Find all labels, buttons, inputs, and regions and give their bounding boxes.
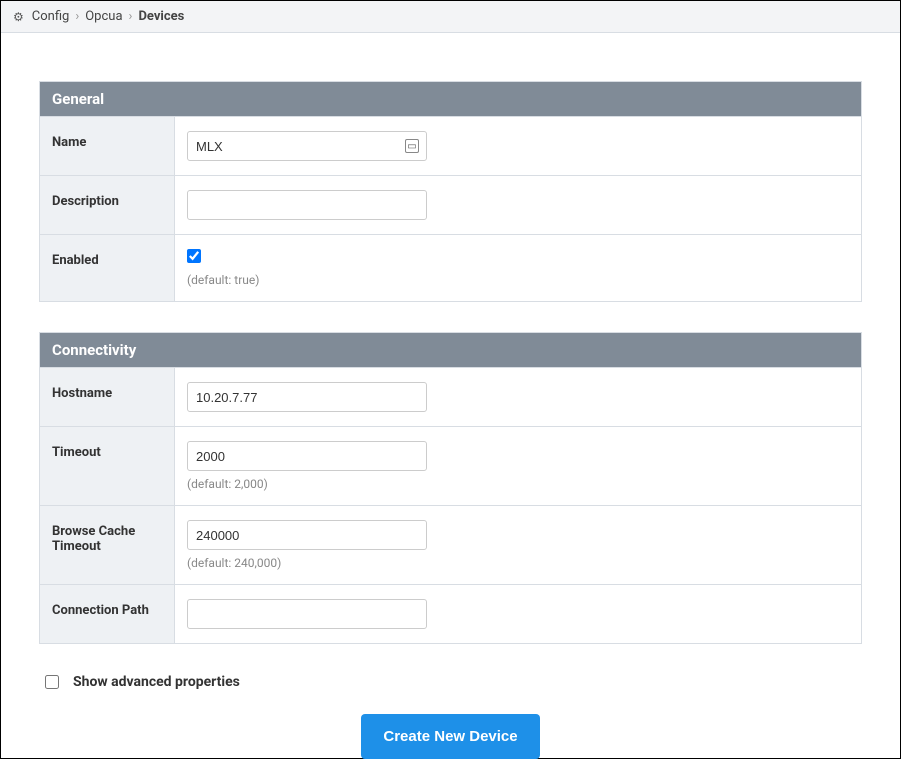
label-enabled: Enabled (40, 235, 175, 301)
description-input[interactable] (187, 190, 427, 220)
timeout-default-hint: (default: 2,000) (187, 477, 849, 491)
enabled-default-hint: (default: true) (187, 273, 259, 287)
label-name: Name (40, 117, 175, 175)
breadcrumb-item-opcua[interactable]: Opcua (85, 9, 122, 24)
button-row: Create New Device (39, 714, 862, 759)
breadcrumb: ⚙ Config › Opcua › Devices (1, 1, 900, 33)
hostname-input[interactable] (187, 382, 427, 412)
gear-icon: ⚙ (13, 10, 24, 24)
form-row-connection-path: Connection Path (40, 584, 861, 643)
section-general: General Name ▭ Description Enabled (defa… (39, 81, 862, 302)
form-row-browse-cache-timeout: Browse Cache Timeout (default: 240,000) (40, 505, 861, 584)
label-description: Description (40, 176, 175, 234)
form-row-enabled: Enabled (default: true) (40, 234, 861, 301)
chevron-right-icon: › (129, 9, 133, 24)
show-advanced-label[interactable]: Show advanced properties (73, 674, 240, 690)
name-input[interactable] (187, 131, 427, 161)
label-timeout: Timeout (40, 427, 175, 505)
browse-cache-timeout-default-hint: (default: 240,000) (187, 556, 849, 570)
main-content: General Name ▭ Description Enabled (defa… (1, 33, 900, 779)
section-header-general: General (40, 82, 861, 116)
form-row-description: Description (40, 175, 861, 234)
form-row-name: Name ▭ (40, 116, 861, 175)
advanced-properties-row: Show advanced properties (45, 674, 862, 690)
create-new-device-button[interactable]: Create New Device (361, 714, 539, 759)
label-browse-cache-timeout: Browse Cache Timeout (40, 506, 175, 584)
form-row-hostname: Hostname (40, 367, 861, 426)
chevron-right-icon: › (75, 9, 79, 24)
label-connection-path: Connection Path (40, 585, 175, 643)
form-row-timeout: Timeout (default: 2,000) (40, 426, 861, 505)
browse-cache-timeout-input[interactable] (187, 520, 427, 550)
section-connectivity: Connectivity Hostname Timeout (default: … (39, 332, 862, 644)
section-header-connectivity: Connectivity (40, 333, 861, 367)
enabled-checkbox[interactable] (187, 249, 201, 263)
connection-path-input[interactable] (187, 599, 427, 629)
contact-card-icon[interactable]: ▭ (405, 139, 419, 153)
timeout-input[interactable] (187, 441, 427, 471)
breadcrumb-item-devices: Devices (138, 9, 184, 24)
show-advanced-checkbox[interactable] (45, 675, 59, 689)
breadcrumb-item-config[interactable]: Config (32, 9, 70, 24)
label-hostname: Hostname (40, 368, 175, 426)
